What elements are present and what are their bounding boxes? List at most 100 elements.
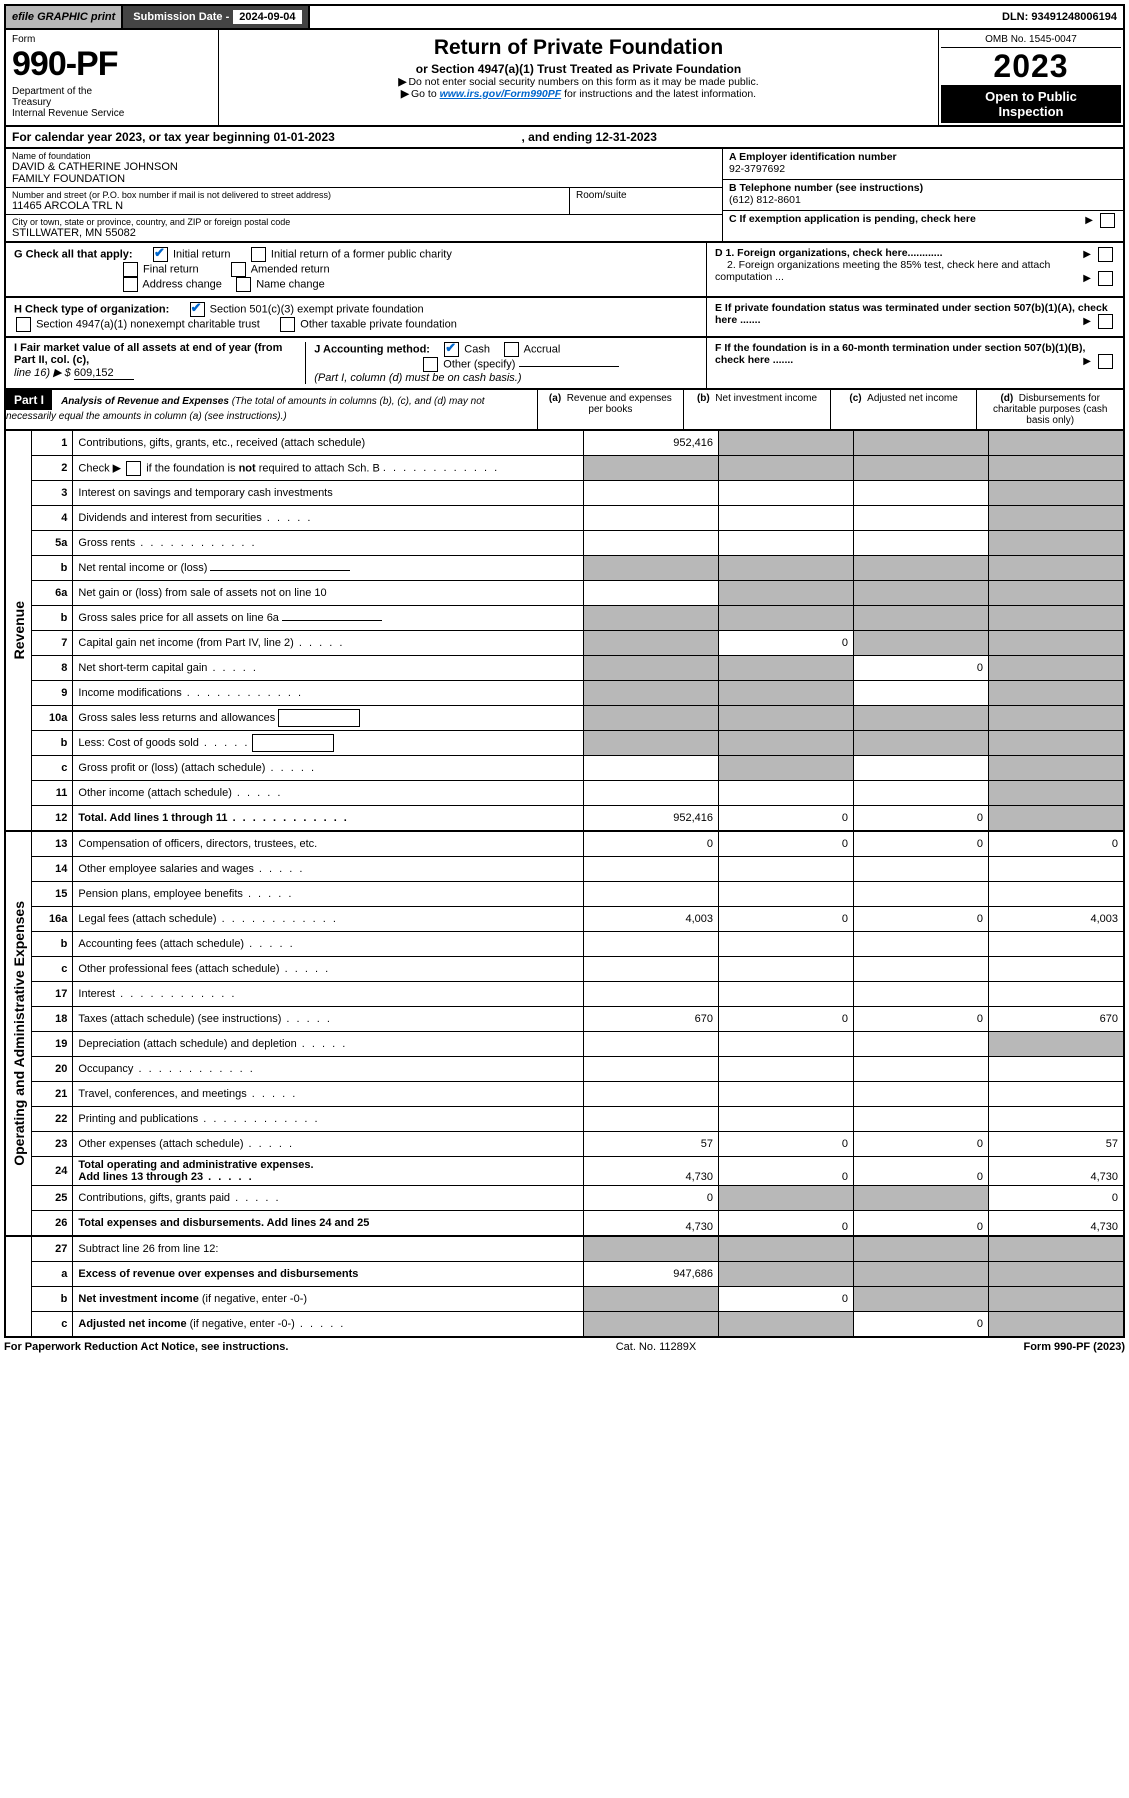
table-row: 26Total expenses and disbursements. Add … [32,1211,1123,1236]
checkbox-other-taxable[interactable] [280,317,295,332]
table-row: 16aLegal fees (attach schedule)4,003004,… [32,907,1123,932]
checkbox-initial-return[interactable] [153,247,168,262]
section-c-label: C If exemption application is pending, c… [729,213,976,225]
revenue-label: Revenue [11,601,27,659]
checkbox-e[interactable] [1098,314,1113,329]
table-row: 8Net short-term capital gain0 [32,656,1123,681]
form-subtitle: or Section 4947(a)(1) Trust Treated as P… [225,62,932,76]
checkbox-d1[interactable] [1098,247,1113,262]
table-row: bGross sales price for all assets on lin… [32,606,1123,631]
g-initial-former: Initial return of a former public charit… [271,248,452,260]
table-row: 15Pension plans, employee benefits [32,882,1123,907]
form-header: Form 990-PF Department of theTreasuryInt… [4,30,1125,127]
checkbox-amended[interactable] [231,262,246,277]
identification-section: Name of foundation DAVID & CATHERINE JOH… [4,149,1125,243]
f-label: F If the foundation is in a 60-month ter… [715,342,1085,366]
table-row: 22Printing and publications [32,1107,1123,1132]
table-row: cAdjusted net income (if negative, enter… [32,1312,1123,1337]
g-label: G Check all that apply: [14,248,133,260]
form-number: 990-PF [12,45,212,84]
g-name-change: Name change [256,278,325,290]
table-row: bNet investment income (if negative, ent… [32,1287,1123,1312]
page-footer: For Paperwork Reduction Act Notice, see … [4,1338,1125,1356]
checkbox-501c3[interactable] [190,302,205,317]
h-4947: Section 4947(a)(1) nonexempt charitable … [36,318,260,330]
table-row: 11Other income (attach schedule) [32,781,1123,806]
table-row: 23Other expenses (attach schedule)570057 [32,1132,1123,1157]
checkbox-final[interactable] [123,262,138,277]
h-501c3: Section 501(c)(3) exempt private foundat… [210,303,424,315]
footer-mid: Cat. No. 11289X [616,1341,697,1353]
checkbox-addr-change[interactable] [123,277,138,292]
street-address: 11465 ARCOLA TRL N [12,200,563,212]
table-row: 18Taxes (attach schedule) (see instructi… [32,1007,1123,1032]
line27-section: 27Subtract line 26 from line 12: aExcess… [4,1237,1125,1338]
table-row: 14Other employee salaries and wages [32,857,1123,882]
part1-label: Part I [6,390,52,410]
table-row: 12Total. Add lines 1 through 11952,41600 [32,806,1123,831]
checkbox-f[interactable] [1098,354,1113,369]
h-other-taxable: Other taxable private foundation [300,318,457,330]
footer-left: For Paperwork Reduction Act Notice, see … [4,1341,288,1353]
table-row: 9Income modifications [32,681,1123,706]
checkbox-sch-b[interactable] [126,461,141,476]
table-row: 19Depreciation (attach schedule) and dep… [32,1032,1123,1057]
table-row: bNet rental income or (loss) [32,556,1123,581]
checkbox-cash[interactable] [444,342,459,357]
section-h: H Check type of organization: Section 50… [4,298,1125,338]
revenue-table: 1Contributions, gifts, grants, etc., rec… [32,431,1123,830]
table-row: aExcess of revenue over expenses and dis… [32,1262,1123,1287]
room-suite: Room/suite [569,188,722,214]
name-label: Name of foundation [12,151,716,161]
ein-label: A Employer identification number [729,151,897,163]
open-public: Open to PublicInspection [941,85,1121,123]
h-label: H Check type of organization: [14,303,169,315]
j-other: Other (specify) [443,358,515,370]
j-cash: Cash [464,343,490,355]
department: Department of theTreasuryInternal Revenu… [12,86,212,119]
table-row: 1Contributions, gifts, grants, etc., rec… [32,431,1123,456]
table-row: 20Occupancy [32,1057,1123,1082]
j-accrual: Accrual [524,343,561,355]
table-row: 3Interest on savings and temporary cash … [32,481,1123,506]
table-row: 7Capital gain net income (from Part IV, … [32,631,1123,656]
foundation-name: DAVID & CATHERINE JOHNSONFAMILY FOUNDATI… [12,161,716,185]
i-line16: line 16) ▶ $ [14,367,71,379]
phone-value: (612) 812-8601 [729,194,801,206]
j-label: J Accounting method: [314,343,430,355]
expenses-label: Operating and Administrative Expenses [11,901,27,1166]
checkbox-4947[interactable] [16,317,31,332]
city-label: City or town, state or province, country… [12,217,716,227]
form-label: Form [12,34,212,45]
note-goto-post: for instructions and the latest informat… [561,88,756,100]
checkbox-d2[interactable] [1098,271,1113,286]
checkbox-other-method[interactable] [423,357,438,372]
table-row: 27Subtract line 26 from line 12: [32,1237,1123,1262]
table-row: 5aGross rents [32,531,1123,556]
g-addr-change: Address change [142,278,222,290]
submission-date: Submission Date - 2024-09-04 [123,6,309,28]
col-c-header: (c) Adjusted net income [831,390,978,429]
revenue-section: Revenue 1Contributions, gifts, grants, e… [4,431,1125,832]
checkbox-name-change[interactable] [236,277,251,292]
checkbox-initial-former[interactable] [251,247,266,262]
table-row: bLess: Cost of goods sold [32,731,1123,756]
omb-number: OMB No. 1545-0047 [941,32,1121,48]
checkbox-c[interactable] [1100,213,1115,228]
table-row: 13Compensation of officers, directors, t… [32,832,1123,857]
table-row: 17Interest [32,982,1123,1007]
checkbox-accrual[interactable] [504,342,519,357]
table-row: 24Total operating and administrative exp… [32,1157,1123,1186]
expenses-section: Operating and Administrative Expenses 13… [4,832,1125,1237]
table-row: 2Check ▶ if the foundation is not requir… [32,456,1123,481]
section-ij: I Fair market value of all assets at end… [4,338,1125,390]
table-row: 6aNet gain or (loss) from sale of assets… [32,581,1123,606]
table-row: 4Dividends and interest from securities [32,506,1123,531]
submission-date-label: Submission Date - [133,11,229,23]
top-bar: efile GRAPHIC print Submission Date - 20… [4,4,1125,30]
j-note: (Part I, column (d) must be on cash basi… [314,372,521,384]
form-link[interactable]: www.irs.gov/Form990PF [440,88,562,100]
efile-print-button[interactable]: efile GRAPHIC print [6,6,123,28]
i-label: I Fair market value of all assets at end… [14,342,282,366]
part1-title: Analysis of Revenue and Expenses [61,396,229,407]
